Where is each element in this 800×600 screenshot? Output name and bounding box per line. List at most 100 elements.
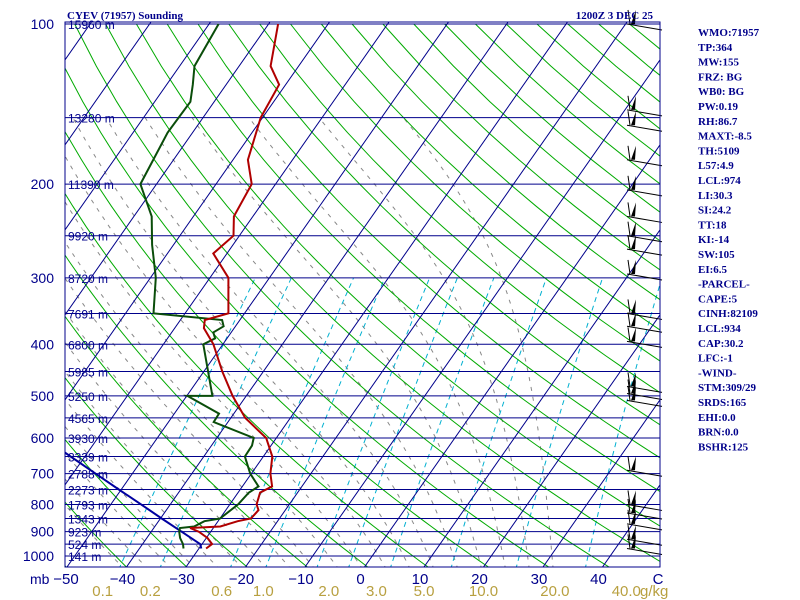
wind-barb-930	[626, 525, 663, 546]
wind-barb-pennant	[631, 312, 636, 327]
height-label: 4565 m	[68, 412, 108, 426]
mixing-ratio-tick-label: 10.0	[469, 583, 498, 600]
index-row: TT:18	[698, 219, 727, 231]
index-row: WMO:71957	[698, 27, 760, 39]
moist-adiabat--8	[65, 277, 314, 567]
temperature-trace	[189, 23, 281, 550]
temperature-tick-label: −40	[110, 571, 135, 588]
height-label: 524 m	[68, 538, 101, 552]
mixing-ratio-line-1	[265, 277, 386, 567]
dry-adiabat-400	[351, 23, 660, 301]
wind-barb-flag	[627, 259, 631, 275]
wind-barb-205	[626, 175, 663, 197]
wind-barb-flag	[627, 525, 631, 540]
index-row: MW:155	[698, 57, 739, 69]
wind-barb-flag	[627, 534, 631, 549]
mixing-ratio-tick-label: 3.0	[366, 583, 387, 600]
wind-barb-870	[626, 509, 663, 531]
wind-barb-180	[626, 145, 663, 167]
mixing-ratio-line-40	[585, 282, 660, 567]
height-label: 5250 m	[68, 390, 108, 404]
pressure-tick-label: 900	[31, 524, 55, 540]
moist-adiabat--28	[65, 425, 195, 567]
wind-barb-968	[626, 534, 663, 555]
index-row: EI:6.5	[698, 264, 728, 276]
wind-barb-395	[626, 327, 663, 348]
pressure-tick-label: 100	[31, 16, 55, 32]
chart-time: 1200Z 3 DEC 25	[576, 10, 654, 22]
wind-barb-flag	[627, 175, 631, 190]
temperature-tick-label: −10	[288, 571, 313, 588]
wind-barb-flag	[627, 498, 631, 514]
mixing-ratio-tick-label: 2.0	[318, 583, 339, 600]
height-label: 15960 m	[68, 18, 115, 32]
height-label: 3930 m	[68, 432, 108, 446]
wind-barb-480	[626, 372, 663, 393]
index-row: CINH:82109	[698, 308, 758, 320]
wind-barb-staff	[626, 393, 663, 401]
temperature-axis: −50 −40 −30 −20 −10 0 10 20 30 40 C	[53, 571, 663, 588]
pressure-tick-label: 500	[31, 388, 55, 404]
wind-barb-pennant	[631, 95, 636, 110]
temperature-tick-label: C	[653, 571, 664, 588]
wind-barb-370	[626, 312, 663, 333]
wind-barb-350	[626, 299, 663, 320]
index-row: PW:0.19	[698, 101, 739, 113]
isotherm-20	[482, 313, 660, 567]
height-label: 11390 m	[68, 178, 114, 192]
wind-barb-flag	[627, 490, 631, 505]
index-row: MAXT:-8.5	[698, 131, 752, 143]
wind-barb-flag	[627, 111, 631, 126]
wind-barb-pennant	[631, 299, 636, 314]
height-label: 9920 m	[68, 230, 108, 244]
wind-barb-830	[626, 498, 663, 520]
index-row: SI:24.2	[698, 205, 732, 217]
isotherm--90	[65, 22, 212, 231]
index-row: LI:30.3	[698, 190, 733, 202]
profiles	[65, 23, 281, 550]
isotherm--100	[65, 22, 152, 146]
index-row: TP:364	[698, 42, 733, 54]
wind-barb-145	[626, 95, 663, 117]
moist-adiabat-8	[72, 117, 410, 567]
wind-barb-flag	[627, 202, 631, 217]
isotherm--10	[304, 58, 660, 567]
wind-barb-staff	[626, 235, 663, 243]
wind-barb-pennant	[631, 490, 636, 505]
pressure-tick-label: 300	[31, 270, 55, 286]
wind-barb-flag	[627, 145, 631, 160]
isotherm-0	[363, 143, 660, 567]
wind-barb-155	[626, 111, 663, 132]
temperature-tick-label: 20	[471, 571, 488, 588]
wind-barb-flag	[627, 456, 631, 471]
wind-barb-230	[626, 202, 663, 223]
wind-barb-staff	[626, 512, 663, 520]
wind-barb-pennant	[631, 456, 636, 471]
index-row: LCL:934	[698, 323, 741, 335]
mixing-ratio-tick-label: 1.0	[253, 583, 274, 600]
height-label: 3339 m	[68, 450, 108, 464]
moist-adiabat-0	[65, 200, 362, 567]
wind-barb-pennant	[631, 534, 636, 549]
pressure-tick-label: 700	[31, 466, 55, 482]
stability-indices: WMO:71957 TP:364 MW:155 FRZ: BG WB0: BG PW:0.…	[698, 27, 760, 453]
wind-barb-staff	[626, 248, 663, 256]
wind-barb-staff	[626, 273, 663, 281]
wind-barb-flag	[627, 221, 631, 236]
wind-barb-flag	[627, 509, 631, 524]
wind-barb-510	[626, 386, 663, 407]
wind-barb-pennant	[631, 509, 636, 524]
plot-frame	[64, 21, 661, 568]
height-label: 13280 m	[68, 112, 115, 126]
dry-adiabat-360	[228, 23, 660, 426]
wind-barb-800	[626, 490, 663, 511]
wind-barb-pennant	[631, 10, 636, 24]
isotherm--20	[244, 22, 628, 567]
isotherm--50	[66, 22, 450, 567]
mixing-ratio-tick-label: 0.6	[211, 583, 232, 600]
wind-barb-staff	[626, 385, 663, 393]
index-row: EHI:0.0	[698, 412, 736, 424]
wind-barb-staff	[626, 547, 663, 555]
mixing-ratio-tick-label: 20.0	[540, 583, 569, 600]
